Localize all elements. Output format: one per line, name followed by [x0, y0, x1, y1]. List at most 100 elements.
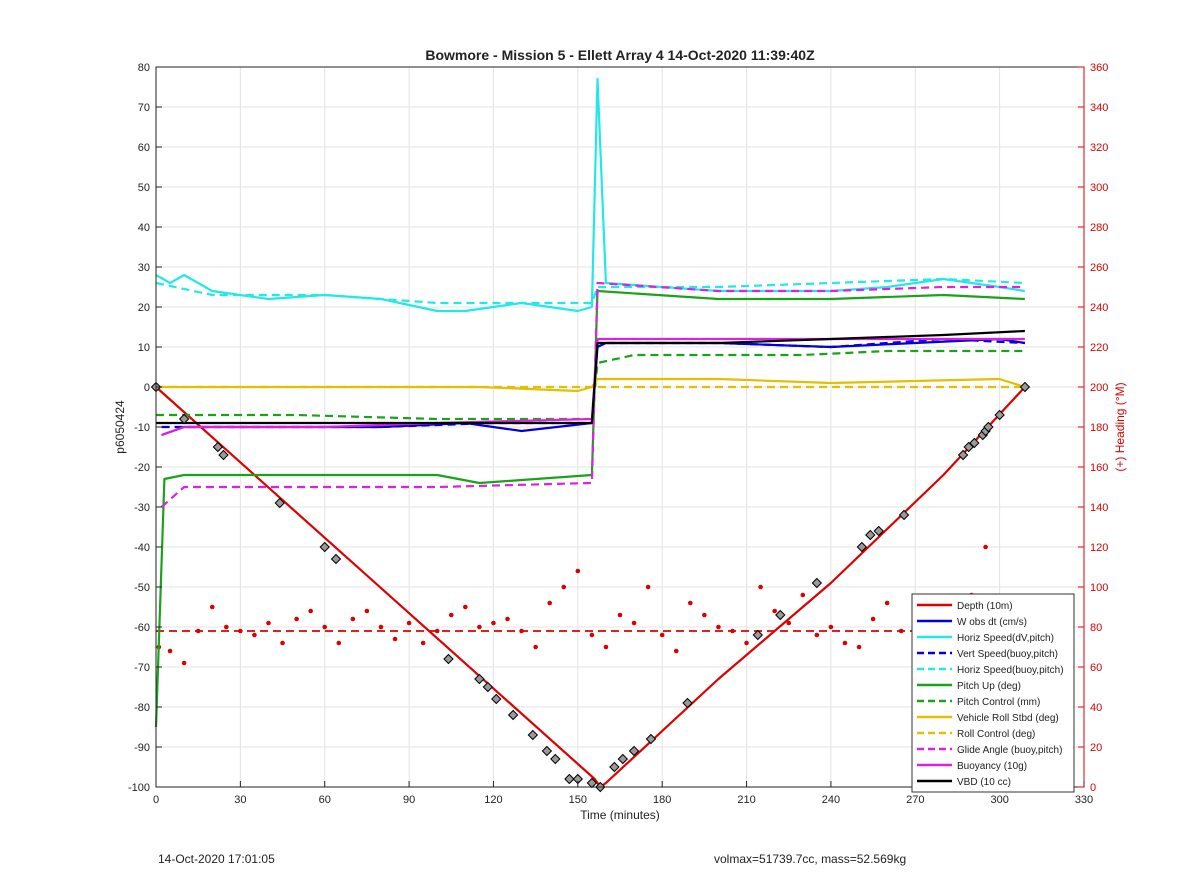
heading-point: [294, 616, 299, 622]
legend-label: Horiz Speed(dV,pitch): [957, 633, 1054, 644]
depth-marker: [873, 525, 884, 537]
y-tick-label: -90: [134, 742, 150, 754]
legend-label: Pitch Control (mm): [957, 697, 1040, 708]
depth-marker: [856, 541, 868, 553]
y-tick-label: 40: [138, 222, 150, 234]
depth-marker: [752, 629, 764, 641]
y-tick-label: 20: [138, 302, 150, 314]
heading-point: [350, 616, 356, 622]
heading-point: [364, 608, 370, 614]
heading-point: [561, 584, 567, 590]
footer-summary: volmax=51739.7cc, mass=52.569kg: [714, 852, 907, 866]
y-tick-label: -100: [128, 782, 150, 794]
x-axis-label: Time (minutes): [580, 808, 660, 822]
heading-point: [477, 624, 482, 630]
heading-point: [758, 584, 763, 590]
heading-point: [673, 648, 679, 654]
heading-point: [898, 628, 904, 634]
x-tick-label: 30: [234, 794, 246, 806]
depth-marker: [474, 673, 485, 685]
heading-point: [195, 628, 201, 634]
depth-marker: [775, 609, 786, 621]
legend-label: Buoyancy (10g): [957, 761, 1027, 772]
axes: 0 30 60 90 120 150 180 210 240 270 300 330-100-90-8…: [128, 62, 1108, 806]
heading-point: [575, 568, 581, 574]
y-tick-label: -10: [134, 422, 150, 434]
y2-tick-label: 300: [1090, 182, 1108, 194]
x-tick-label: 150: [569, 794, 587, 806]
heading-point: [392, 636, 398, 642]
y2-tick-label: 240: [1090, 302, 1108, 314]
legend-box: [911, 593, 1075, 793]
y-tick-label: -80: [134, 702, 150, 714]
heading-point: [772, 608, 777, 614]
y-tick-label: 80: [138, 62, 150, 74]
y-tick-label: 50: [138, 182, 150, 194]
depth-marker: [682, 697, 693, 709]
depth-marker: [628, 745, 640, 757]
x-tick-label: 330: [1075, 794, 1093, 806]
x-tick-label: 0: [153, 794, 159, 806]
heading-point: [420, 640, 426, 646]
heading-point: [617, 612, 623, 618]
depth-marker: [319, 541, 330, 553]
y2-tick-label: 60: [1090, 662, 1102, 674]
heading-point: [252, 632, 257, 638]
y2-tick-label: 160: [1090, 462, 1108, 474]
series-line: [155, 277, 1025, 305]
y2-tick-label: 260: [1090, 262, 1108, 274]
x-tick-label: 180: [653, 794, 671, 806]
y-tick-label: -50: [134, 582, 150, 594]
heading-point: [181, 660, 187, 666]
depth-marker: [330, 553, 342, 565]
y-tick-label: -40: [134, 542, 150, 554]
x-tick-label: 90: [403, 794, 415, 806]
series-line: [156, 329, 1025, 425]
heading-point: [322, 624, 328, 630]
depth-marker: [212, 441, 224, 453]
x-tick-label: 120: [484, 794, 502, 806]
y-tick-label: -20: [134, 462, 150, 474]
heading-point: [224, 624, 229, 630]
series-line: [156, 349, 1025, 421]
footer-timestamp: 14-Oct-2020 17:01:05: [158, 852, 275, 866]
heading-point: [603, 644, 609, 650]
x-tick-label: 60: [319, 794, 331, 806]
depth-marker: [443, 653, 454, 665]
heading-point: [631, 620, 637, 626]
depth-marker: [811, 577, 823, 589]
heading-point: [645, 584, 651, 590]
heading-point: [688, 600, 693, 606]
depth-marker: [617, 753, 629, 765]
y2-tick-label: 100: [1090, 582, 1108, 594]
heading-point: [167, 648, 173, 654]
chart-title: Bowmore - Mission 5 - Ellett Array 4 14-…: [425, 47, 815, 63]
depth-marker: [274, 497, 285, 509]
heading-point: [842, 640, 848, 646]
heading-point: [238, 628, 243, 634]
plot-area: [150, 77, 1031, 793]
y2-tick-label: 120: [1090, 542, 1108, 554]
y-tick-label: 0: [144, 382, 150, 394]
y2-tick-label: 200: [1090, 382, 1108, 394]
y2-tick-label: 180: [1090, 422, 1108, 434]
heading-point: [659, 632, 665, 638]
heading-point: [448, 612, 454, 618]
heading-point: [884, 600, 890, 606]
heading-point: [716, 624, 721, 630]
y2-tick-label: 220: [1090, 342, 1108, 354]
heading-point: [406, 620, 412, 626]
depth-marker: [609, 761, 620, 773]
depth-marker: [983, 421, 994, 433]
heading-point: [870, 616, 876, 622]
legend-label: W obs dt (cm/s): [957, 617, 1027, 628]
y2-tick-label: 360: [1090, 62, 1108, 74]
legend-label: Vert Speed(buoy,pitch): [957, 649, 1058, 660]
y-tick-label: 60: [138, 142, 150, 154]
y-tick-label: 10: [138, 342, 150, 354]
y2-tick-label: 320: [1090, 142, 1108, 154]
heading-point: [786, 620, 792, 626]
heading-point: [533, 644, 538, 650]
depth-marker: [957, 449, 969, 461]
